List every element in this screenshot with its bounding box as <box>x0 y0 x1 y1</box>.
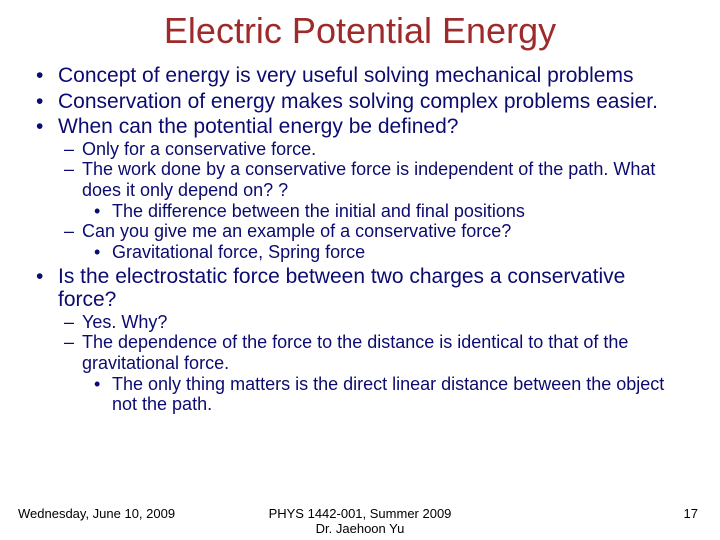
footer-course: PHYS 1442-001, Summer 2009 Dr. Jaehoon Y… <box>238 506 483 536</box>
slide: Electric Potential Energy •Concept of en… <box>0 0 720 540</box>
list-item: –Yes. Why? <box>64 312 684 333</box>
list-item: •The difference between the initial and … <box>94 201 684 222</box>
bullet-marker: – <box>64 159 82 200</box>
bullet-marker: • <box>36 90 58 114</box>
footer-page-number: 17 <box>482 506 720 536</box>
bullet-marker: – <box>64 332 82 373</box>
footer-course-line2: Dr. Jaehoon Yu <box>238 521 483 536</box>
list-item: –The dependence of the force to the dist… <box>64 332 684 415</box>
list-item: –The work done by a conservative force i… <box>64 159 684 221</box>
bullet-marker: • <box>36 265 58 312</box>
list-item-text: Gravitational force, Spring force <box>112 242 365 263</box>
list-item-text: Concept of energy is very useful solving… <box>58 64 633 88</box>
bullet-list: •The only thing matters is the direct li… <box>94 374 684 415</box>
list-item-text: Only for a conservative force. <box>82 139 316 160</box>
list-item: •Is the electrostatic force between two … <box>36 265 684 415</box>
list-item-text: Can you give me an example of a conserva… <box>82 221 511 242</box>
bullet-marker: • <box>94 242 112 263</box>
slide-content: •Concept of energy is very useful solvin… <box>0 64 720 415</box>
footer-course-line1: PHYS 1442-001, Summer 2009 <box>238 506 483 521</box>
bullet-marker: • <box>94 201 112 222</box>
slide-footer: Wednesday, June 10, 2009 PHYS 1442-001, … <box>0 506 720 536</box>
list-item-text: When can the potential energy be defined… <box>58 115 458 139</box>
list-item-text: The dependence of the force to the dista… <box>82 332 684 373</box>
bullet-marker: – <box>64 139 82 160</box>
list-item: •The only thing matters is the direct li… <box>94 374 684 415</box>
bullet-list: •The difference between the initial and … <box>94 201 684 222</box>
list-item: –Can you give me an example of a conserv… <box>64 221 684 262</box>
bullet-list: –Yes. Why?–The dependence of the force t… <box>64 312 684 415</box>
bullet-marker: – <box>64 312 82 333</box>
bullet-marker: – <box>64 221 82 242</box>
list-item: •Concept of energy is very useful solvin… <box>36 64 684 88</box>
list-item-text: Yes. Why? <box>82 312 167 333</box>
list-item: •When can the potential energy be define… <box>36 115 684 263</box>
bullet-list: •Concept of energy is very useful solvin… <box>36 64 684 415</box>
bullet-marker: • <box>36 64 58 88</box>
list-item: –Only for a conservative force. <box>64 139 684 160</box>
bullet-marker: • <box>94 374 112 415</box>
footer-date: Wednesday, June 10, 2009 <box>0 506 238 536</box>
slide-title: Electric Potential Energy <box>0 0 720 64</box>
list-item-text: Conservation of energy makes solving com… <box>58 90 658 114</box>
list-item-text: The only thing matters is the direct lin… <box>112 374 684 415</box>
bullet-list: •Gravitational force, Spring force <box>94 242 684 263</box>
list-item-text: Is the electrostatic force between two c… <box>58 265 684 312</box>
bullet-list: –Only for a conservative force.–The work… <box>64 139 684 263</box>
bullet-marker: • <box>36 115 58 139</box>
list-item-text: The work done by a conservative force is… <box>82 159 684 200</box>
list-item: •Conservation of energy makes solving co… <box>36 90 684 114</box>
list-item: •Gravitational force, Spring force <box>94 242 684 263</box>
list-item-text: The difference between the initial and f… <box>112 201 525 222</box>
